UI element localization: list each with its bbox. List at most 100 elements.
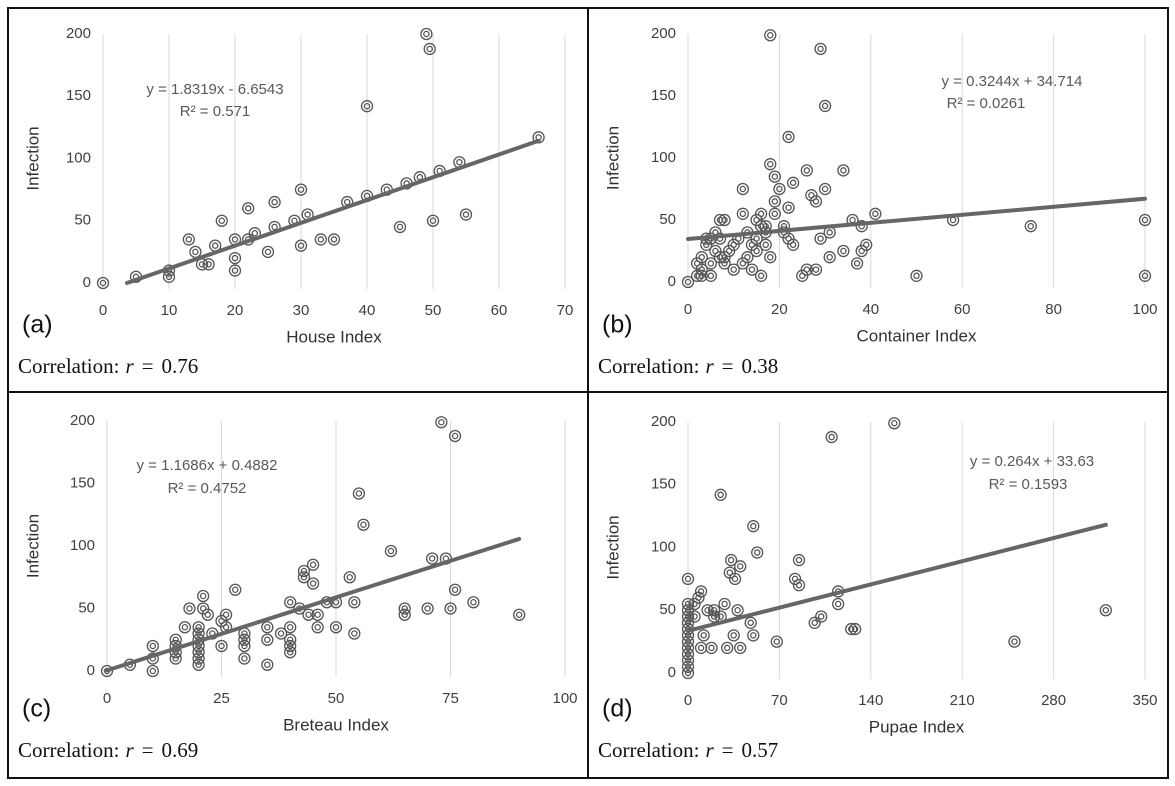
x-tick-label: 25 <box>213 690 230 707</box>
point-outer <box>311 608 324 621</box>
correlation-symbol: r <box>705 354 714 378</box>
point-outer <box>707 610 721 623</box>
point-outer <box>352 487 366 500</box>
point-outer <box>718 213 731 227</box>
point <box>786 176 800 189</box>
point-inner <box>387 547 395 555</box>
point <box>800 263 813 276</box>
point-inner <box>817 45 824 53</box>
correlation-label: Correlation: <box>598 354 699 378</box>
point <box>768 170 781 183</box>
panel-label: (d) <box>602 695 633 723</box>
correlation-equals: = <box>142 738 154 762</box>
point-outer <box>197 589 210 603</box>
x-tick-label: 70 <box>557 302 574 319</box>
point-outer <box>192 652 205 665</box>
point-outer <box>294 239 308 252</box>
point-inner <box>438 418 445 426</box>
point <box>274 627 288 640</box>
point-outer <box>727 629 740 642</box>
panel-label: (b) <box>602 311 633 339</box>
point <box>754 207 768 220</box>
point <box>750 244 763 258</box>
point-outer <box>745 263 759 276</box>
point-outer <box>768 170 781 183</box>
point <box>848 622 862 636</box>
point <box>681 610 695 623</box>
point-inner <box>222 623 230 631</box>
point-outer <box>146 639 159 653</box>
point-outer <box>314 233 327 246</box>
point-outer <box>201 608 214 621</box>
point-outer <box>731 604 744 617</box>
point <box>360 100 374 113</box>
point-inner <box>317 236 325 243</box>
point-inner <box>363 102 371 110</box>
point <box>192 646 205 659</box>
trendline-equation: y = 0.264x + 33.63 <box>970 453 1094 470</box>
point <box>444 602 457 615</box>
point <box>759 238 772 251</box>
correlation-value: 0.38 <box>742 354 779 378</box>
point-outer <box>855 220 868 233</box>
y-tick-label: 200 <box>651 25 676 42</box>
point-outer <box>681 648 695 661</box>
point-outer <box>306 558 320 571</box>
point-outer <box>782 201 795 214</box>
point-inner <box>195 661 202 668</box>
point-inner <box>199 592 207 600</box>
point-inner <box>704 606 711 614</box>
point-inner <box>684 575 692 583</box>
point <box>707 610 721 623</box>
point <box>1099 604 1112 617</box>
point <box>513 608 526 621</box>
point-inner <box>739 185 747 193</box>
point <box>228 264 242 277</box>
correlation-value: 0.76 <box>162 354 199 378</box>
point <box>707 604 721 617</box>
point-outer <box>815 610 828 623</box>
point-inner <box>747 619 754 627</box>
x-tick-label: 40 <box>862 301 879 318</box>
point-outer <box>681 666 695 680</box>
point <box>357 518 370 531</box>
point-outer <box>805 189 818 202</box>
point-outer <box>688 610 701 623</box>
y-tick-label: 200 <box>66 25 91 42</box>
point <box>681 641 695 655</box>
point-outer <box>788 572 802 586</box>
panel-label: (c) <box>22 695 51 723</box>
point-outer <box>360 100 374 113</box>
point-outer <box>855 244 868 258</box>
point-outer <box>162 270 176 283</box>
point-inner <box>277 630 285 637</box>
point-outer <box>704 269 717 282</box>
point-outer <box>1138 269 1152 282</box>
point <box>459 208 473 221</box>
point <box>764 251 777 264</box>
point-outer <box>261 633 274 646</box>
point <box>741 251 754 264</box>
point <box>192 652 205 665</box>
point-outer <box>910 269 923 282</box>
point <box>169 652 182 665</box>
point-inner <box>710 606 718 614</box>
point-outer <box>192 646 205 659</box>
point-inner <box>286 642 294 650</box>
trendline <box>686 196 1147 241</box>
point-inner <box>789 179 797 187</box>
trendline <box>124 138 541 285</box>
point <box>809 263 823 276</box>
correlation-value: 0.69 <box>162 738 199 762</box>
point-inner <box>721 260 728 267</box>
point-inner <box>297 186 305 193</box>
point-inner <box>750 632 757 639</box>
point-outer <box>786 238 800 251</box>
point-inner <box>195 648 202 656</box>
trendline-r2: R² = 0.1593 <box>989 476 1068 493</box>
point-inner <box>721 600 728 608</box>
point-inner <box>332 598 340 606</box>
point <box>688 610 701 623</box>
x-tick-label: 50 <box>328 690 345 707</box>
